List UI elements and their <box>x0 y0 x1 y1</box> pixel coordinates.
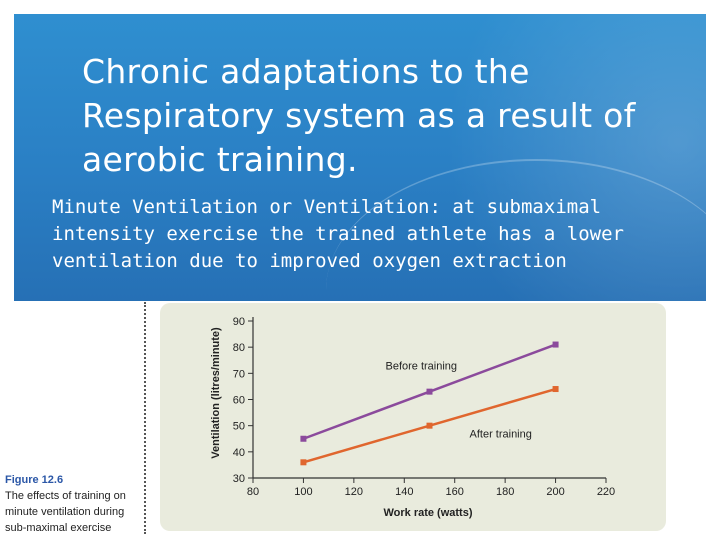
y-tick-label: 50 <box>233 421 245 433</box>
y-tick-label: 80 <box>233 342 245 354</box>
dotted-divider <box>144 302 146 534</box>
y-tick-label: 60 <box>233 395 245 407</box>
series-label: Before training <box>386 361 458 373</box>
x-axis-label: Work rate (watts) <box>383 507 472 519</box>
x-tick-label: 140 <box>395 486 413 498</box>
data-point <box>552 341 559 348</box>
chart-panel: 30 40 50 60 70 80 90 80 100 120 140 160 180 200 220 Be… <box>160 303 666 531</box>
x-tick-label: 180 <box>496 486 514 498</box>
y-tick-label: 70 <box>233 368 245 380</box>
data-point <box>300 459 307 466</box>
data-point <box>300 435 307 442</box>
figure-caption-text: The effects of training on minute ventil… <box>5 490 126 534</box>
banner-wave-decoration <box>326 159 706 301</box>
x-tick-label: 220 <box>597 486 615 498</box>
data-point <box>426 388 433 395</box>
x-tick-label: 160 <box>446 486 464 498</box>
y-tick-label: 30 <box>233 473 245 485</box>
series-label: After training <box>470 429 532 441</box>
slide-title: Chronic adaptations to the Respiratory s… <box>82 52 636 179</box>
chart-axes: 30 40 50 60 70 80 90 80 100 120 140 160 180 200 220 <box>233 316 615 498</box>
data-point <box>426 422 433 429</box>
x-tick-label: 100 <box>294 486 312 498</box>
ventilation-line-chart: 30 40 50 60 70 80 90 80 100 120 140 160 180 200 220 Be… <box>210 316 615 519</box>
title-banner: Chronic adaptations to the Respiratory s… <box>14 14 706 301</box>
x-tick-label: 200 <box>546 486 564 498</box>
x-tick-label: 120 <box>345 486 363 498</box>
x-tick-label: 80 <box>247 486 259 498</box>
figure-caption: Figure 12.6 The effects of training on m… <box>5 472 130 536</box>
chart-series: Before training After training <box>300 341 559 466</box>
data-point <box>552 386 559 393</box>
y-axis-label: Ventilation (litres/minute) <box>210 327 222 459</box>
figure-label: Figure 12.6 <box>5 474 64 486</box>
y-tick-label: 40 <box>233 447 245 459</box>
slide-body-text: Minute Ventilation or Ventilation: at su… <box>52 196 624 272</box>
y-tick-label: 90 <box>233 316 245 328</box>
